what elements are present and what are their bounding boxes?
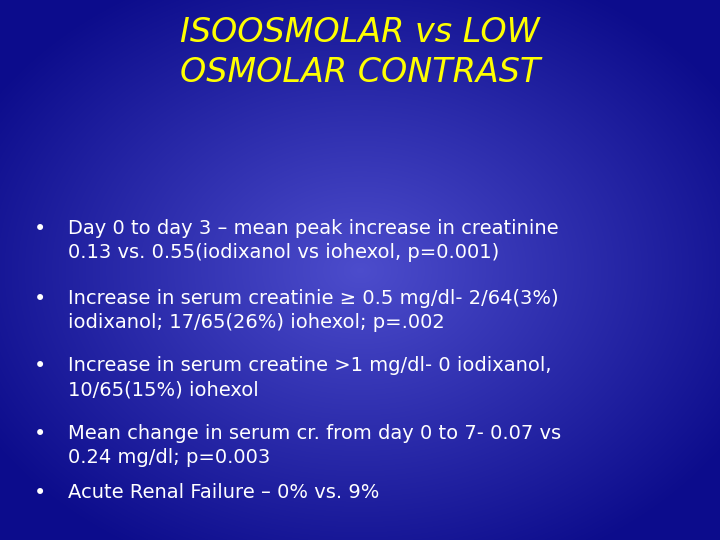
Text: ISOOSMOLAR vs LOW
OSMOLAR CONTRAST: ISOOSMOLAR vs LOW OSMOLAR CONTRAST xyxy=(180,16,540,89)
Text: Day 0 to day 3 – mean peak increase in creatinine
0.13 vs. 0.55(iodixanol vs ioh: Day 0 to day 3 – mean peak increase in c… xyxy=(68,219,559,262)
Text: Acute Renal Failure – 0% vs. 9%: Acute Renal Failure – 0% vs. 9% xyxy=(68,483,379,502)
Text: •: • xyxy=(33,483,46,503)
Text: Increase in serum creatine >1 mg/dl- 0 iodixanol,
10/65(15%) iohexol: Increase in serum creatine >1 mg/dl- 0 i… xyxy=(68,356,552,400)
Text: •: • xyxy=(33,356,46,376)
Text: Mean change in serum cr. from day 0 to 7- 0.07 vs
0.24 mg/dl; p=0.003: Mean change in serum cr. from day 0 to 7… xyxy=(68,424,562,467)
Text: •: • xyxy=(33,289,46,309)
Text: •: • xyxy=(33,424,46,444)
Text: Increase in serum creatinie ≥ 0.5 mg/dl- 2/64(3%)
iodixanol; 17/65(26%) iohexol;: Increase in serum creatinie ≥ 0.5 mg/dl-… xyxy=(68,289,559,332)
Text: •: • xyxy=(33,219,46,239)
